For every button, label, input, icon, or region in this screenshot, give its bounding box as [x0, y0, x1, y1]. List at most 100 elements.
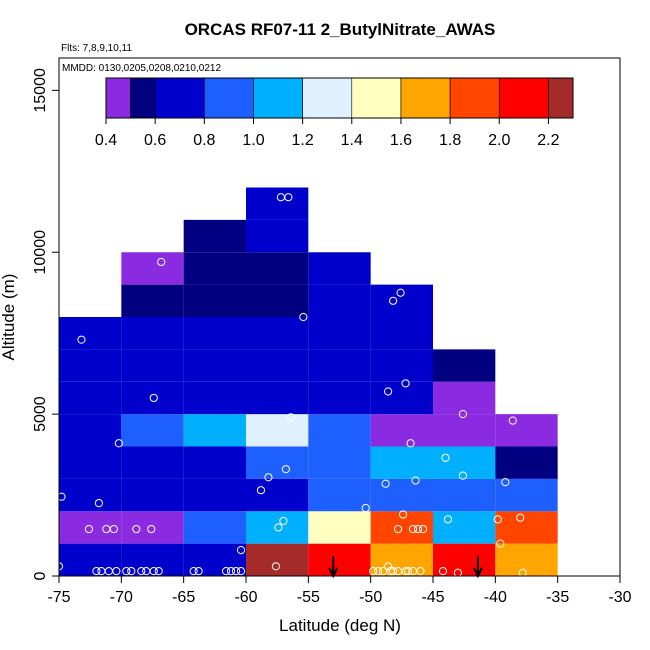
heatmap-cell — [59, 478, 122, 512]
sample-point — [441, 453, 450, 462]
heatmap-cell — [183, 219, 246, 253]
sample-point — [398, 510, 408, 519]
sample-point — [416, 567, 425, 576]
x-tick-label: -65 — [172, 589, 195, 606]
sample-point — [189, 567, 198, 576]
x-tick-label: -40 — [484, 589, 507, 606]
colorbar-frame — [105, 77, 574, 119]
heatmap-cell — [183, 511, 246, 544]
sample-point — [221, 567, 231, 576]
heatmap-cell — [59, 446, 122, 479]
colorbar-tick-label: 1.6 — [390, 132, 412, 149]
colorbar: 0.4 0.6 0.8 1.0 1.2 1.4 1.6 1.8 2.0 2.2 — [95, 77, 574, 149]
sample-point — [236, 567, 246, 576]
heatmap-cell — [183, 349, 246, 382]
heatmap-cell — [121, 414, 184, 447]
heatmap-cell — [370, 478, 433, 512]
heatmap-cell — [59, 317, 122, 350]
heatmap-cell — [370, 414, 433, 447]
y-tick-label: 0 — [32, 571, 49, 580]
flights-label: Flts: 7,8,9,10,11 — [61, 43, 132, 54]
sample-point — [274, 523, 283, 532]
heatmap-cell — [183, 543, 246, 576]
x-tick-label: -30 — [608, 589, 631, 606]
heatmap-cell — [433, 478, 496, 512]
sample-point — [396, 288, 405, 297]
plot-frame — [58, 57, 621, 577]
chart-title: ORCAS RF07-11 2_ButylNitrate_AWAS — [185, 20, 496, 39]
heatmap-cell — [370, 317, 433, 350]
sample-point — [389, 296, 398, 305]
sample-point — [57, 492, 66, 501]
colorbar-tick-label: 0.4 — [95, 132, 117, 149]
sample-point — [94, 499, 103, 508]
sample-point — [384, 387, 393, 396]
colorbar-segment — [204, 77, 254, 119]
heatmap-cell — [246, 543, 309, 576]
sample-point — [236, 546, 246, 555]
sample-point — [137, 567, 146, 576]
sample-point — [516, 513, 525, 522]
y-tick-label: 10000 — [32, 230, 49, 275]
colorbar-tick-label: 1.0 — [242, 132, 264, 149]
sample-point — [226, 567, 236, 576]
sample-point — [384, 562, 393, 571]
heatmap-cell — [246, 381, 309, 415]
heatmap-cell — [495, 511, 558, 544]
colorbar-segment — [351, 77, 402, 119]
sample-point — [112, 567, 121, 576]
x-tick-label: -75 — [47, 589, 70, 606]
heatmap-cell — [308, 414, 371, 447]
heatmap-cell — [308, 543, 371, 576]
heatmap-cell — [308, 446, 371, 479]
x-axis-label: Latitude (deg N) — [279, 616, 401, 635]
sample-point — [256, 486, 266, 495]
sample-point — [281, 465, 290, 474]
heatmap-cell — [308, 349, 371, 382]
colorbar-segment — [400, 77, 451, 119]
colorbar-tick-label: 0.8 — [193, 132, 215, 149]
heatmap-cell — [433, 381, 496, 415]
sample-point — [109, 524, 118, 534]
heatmap-cell — [308, 381, 371, 415]
heatmap-cell — [121, 284, 184, 317]
sample-point — [374, 567, 383, 576]
heatmap-cell — [121, 446, 184, 479]
heatmap-cell — [246, 414, 309, 447]
heatmap-cell — [433, 543, 496, 576]
heatmap-cell — [433, 511, 496, 544]
heatmap-cell — [246, 219, 309, 253]
sample-point — [411, 476, 420, 485]
heatmap-cell — [495, 414, 558, 447]
heatmap-cell — [183, 446, 246, 479]
sample-point — [403, 567, 413, 576]
sample-point — [84, 524, 94, 534]
sample-point — [443, 515, 453, 524]
sample-point — [264, 473, 273, 482]
colorbar-segment — [498, 77, 549, 119]
heatmap-cell — [121, 252, 184, 285]
sample-point — [271, 562, 281, 571]
heatmap-cell — [495, 446, 558, 479]
x-axis: -75 -70 -65 -60 -55 -50 -45 -40 -35 -30 — [47, 576, 632, 606]
colorbar-segment — [253, 77, 303, 119]
sample-point — [154, 567, 163, 576]
sample-point — [92, 567, 101, 576]
heatmap-cell — [308, 284, 371, 317]
heatmap-cell — [121, 543, 184, 576]
colorbar-tick-label: 2.2 — [537, 132, 559, 149]
y-axis-label: Altitude (m) — [0, 274, 18, 361]
x-tick-label: -55 — [297, 589, 320, 606]
sample-point — [149, 393, 158, 403]
sample-point — [458, 471, 468, 480]
sample-point — [493, 515, 502, 524]
sample-point — [279, 516, 288, 526]
sample-point — [408, 524, 418, 534]
sample-point — [438, 567, 448, 576]
heatmap-cell — [246, 252, 309, 285]
sample-point — [361, 503, 370, 513]
sample-point — [286, 413, 295, 422]
colorbar-segment — [302, 77, 353, 119]
heatmap-cell — [308, 252, 371, 285]
sample-point — [127, 567, 136, 576]
